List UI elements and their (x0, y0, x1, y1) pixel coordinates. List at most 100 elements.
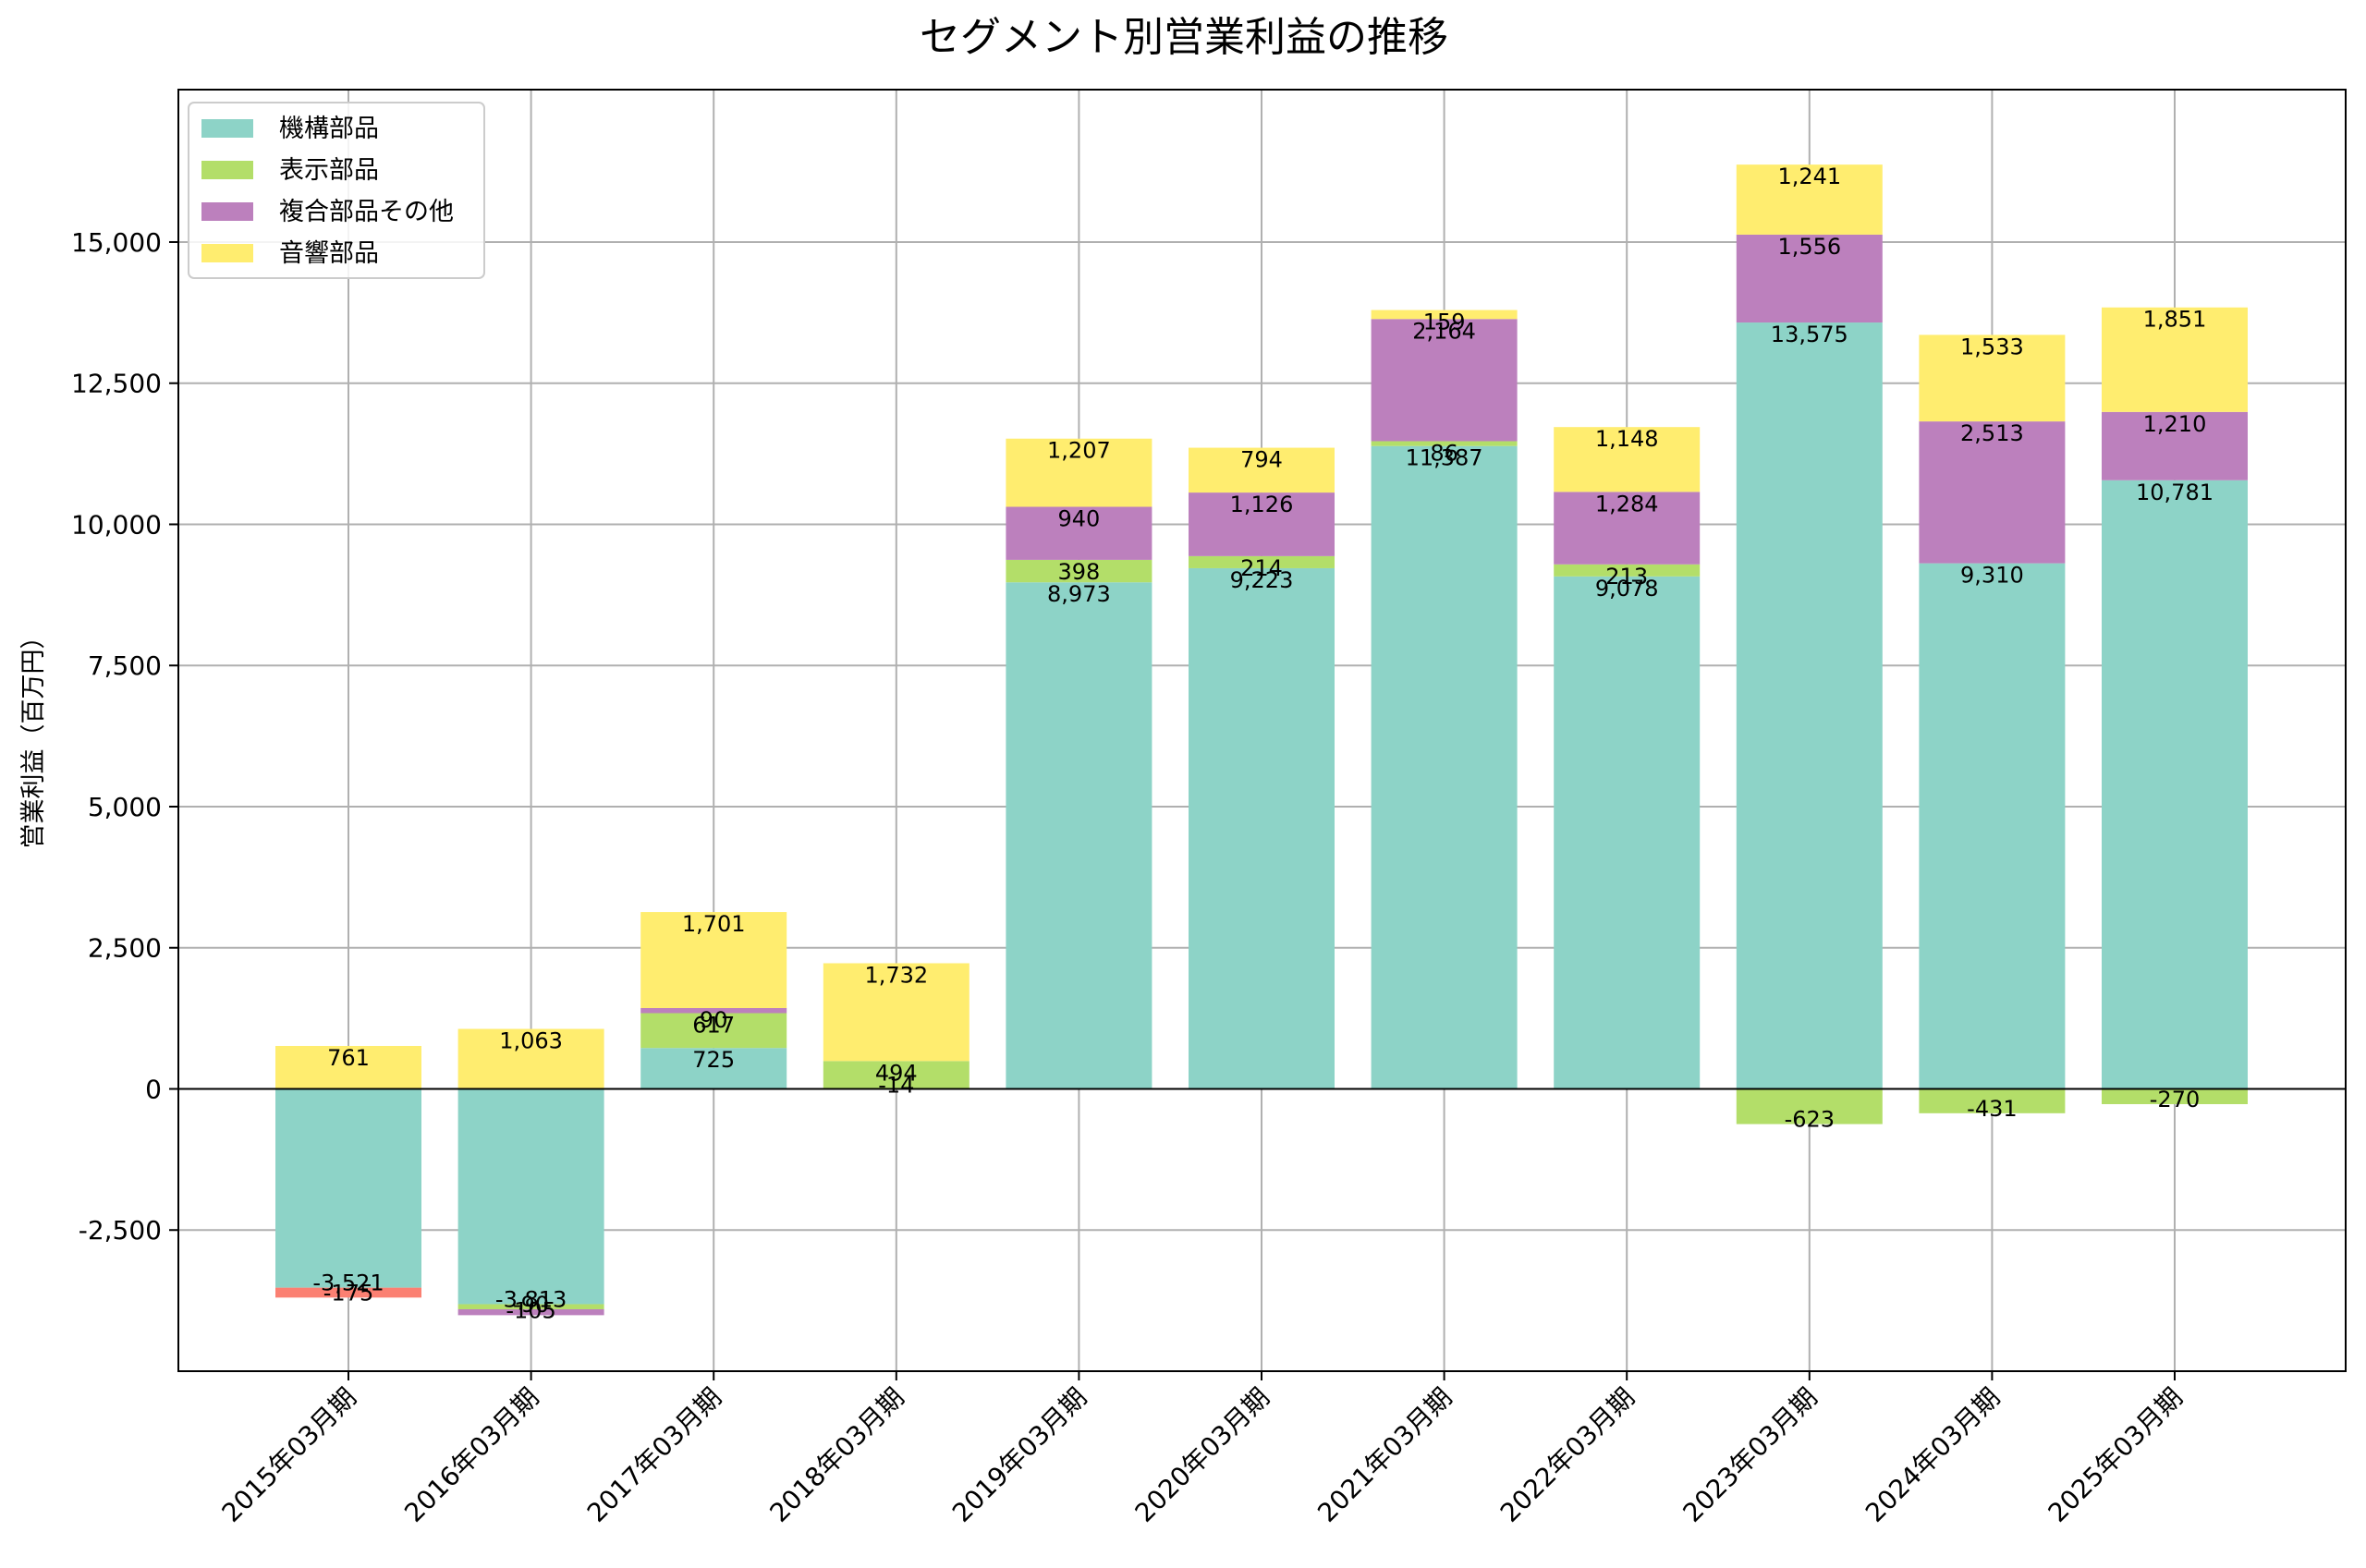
y-tick-label: 12,500 (71, 369, 162, 399)
series-0-bar (1371, 445, 1518, 1089)
series-3-label: 761 (327, 1045, 370, 1071)
x-tick-label: 2022年03月期 (1494, 1382, 1640, 1528)
y-tick-label: 7,500 (88, 650, 162, 681)
y-tick-label: 10,000 (71, 509, 162, 540)
x-tick-label: 2018年03月期 (763, 1382, 909, 1528)
series-1-label: 214 (1240, 555, 1283, 581)
series-2-label: 2,164 (1412, 318, 1476, 344)
series-3-label: 1,851 (2143, 307, 2207, 333)
legend-swatch (201, 244, 253, 262)
legend-label: 機構部品 (279, 115, 379, 143)
y-tick-label: 0 (145, 1074, 162, 1104)
series-1-bar (1371, 441, 1518, 446)
series-3-bar (1371, 310, 1518, 320)
series-0-label: 8,973 (1047, 581, 1111, 607)
series-1-bar (1006, 559, 1153, 583)
x-tick-label: 2017年03月期 (581, 1382, 727, 1528)
series-3-bar (1736, 164, 1883, 235)
x-tick-label: 2021年03月期 (1311, 1382, 1457, 1528)
series-0-bar (2102, 480, 2248, 1089)
x-tick-label: 2023年03月期 (1677, 1382, 1823, 1528)
series-2-label: -105 (506, 1297, 555, 1323)
series-1-bar (457, 1304, 604, 1309)
series-3-label: 1,148 (1595, 426, 1659, 452)
series-3-bar (2102, 307, 2248, 412)
legend-label: 音響部品 (279, 239, 379, 268)
series-0-bar (1919, 563, 2066, 1089)
legend-swatch (201, 161, 253, 179)
y-axis-label: 営業利益（百万円） (19, 625, 48, 849)
series-0-bar (457, 1088, 604, 1305)
series-0-bar (1736, 322, 1883, 1089)
series-2-label: 1,556 (1777, 234, 1841, 260)
series-2-label: 90 (700, 1007, 728, 1033)
data-labels-layer: -3,521 -3,813 725 -14 8,973 9,223 11,387 9,078 1… (312, 164, 2214, 1323)
series-0-label: 9,223 (1230, 567, 1294, 593)
series-0-bar (275, 1088, 421, 1288)
series-1-label: 494 (875, 1060, 918, 1086)
series-3-bar (1189, 447, 1335, 493)
series-1-bar (1189, 555, 1335, 568)
series-1-bar (823, 1061, 970, 1089)
series-0-label: 9,078 (1595, 576, 1659, 602)
series-3-bar (1554, 427, 1701, 492)
chart-title: セグメント別営業利益の推移 (920, 14, 1448, 61)
series-3-bar (1919, 334, 2066, 422)
series-3-label: 1,241 (1777, 164, 1841, 189)
series-1-bar (640, 1013, 787, 1049)
series-3-bar (457, 1028, 604, 1089)
series-0-bar (640, 1048, 787, 1089)
series-1-bar (1554, 564, 1701, 577)
series-2-bar (1189, 492, 1335, 556)
x-tick-label: 2016年03月期 (398, 1382, 544, 1528)
series-1-label: -270 (2150, 1087, 2200, 1112)
series-0-label: -3,813 (495, 1286, 567, 1312)
series-3-label: 1,701 (682, 911, 746, 937)
legend-swatch (201, 119, 253, 138)
series-0-label: 725 (692, 1047, 735, 1073)
series-1-label: -90 (513, 1292, 549, 1318)
y-tick-label: 2,500 (88, 933, 162, 964)
series-2-bar (640, 1007, 787, 1014)
series-3-label: 1,732 (864, 962, 928, 988)
series-2-bar (1919, 421, 2066, 564)
series-0-bar (1006, 582, 1153, 1089)
series-2-label: 1,284 (1595, 491, 1659, 517)
x-tick-label: 2020年03月期 (1129, 1382, 1275, 1528)
series-0-bar (1189, 567, 1335, 1089)
y-tick-label: -2,500 (79, 1215, 162, 1246)
series-1-bar (1919, 1088, 2066, 1113)
series-3-label: 1,063 (499, 1028, 563, 1054)
series-2-label: 940 (1057, 505, 1100, 531)
series-0-label: -14 (878, 1072, 914, 1098)
series-0-bar (1554, 576, 1701, 1089)
series-1-label: 86 (1430, 440, 1458, 466)
y-ticks-layer: -2,500 0 2,500 5,000 7,500 10,000 12,500 15,000 (71, 227, 178, 1246)
extra-segment-label: -175 (323, 1280, 373, 1306)
series-2-bar (1736, 234, 1883, 323)
series-0-label: 9,310 (1960, 563, 2024, 589)
series-1-label: -431 (1967, 1096, 2017, 1122)
series-3-label: 794 (1240, 447, 1283, 473)
series-1-label: -623 (1785, 1107, 1835, 1133)
series-3-bar (1006, 438, 1153, 507)
series-3-label: 1,533 (1960, 334, 2024, 359)
series-0-label: 10,781 (2136, 480, 2214, 505)
x-tick-label: 2015年03月期 (216, 1382, 362, 1528)
y-tick-label: 15,000 (71, 227, 162, 258)
series-3-bar (823, 963, 970, 1062)
series-2-bar (1006, 506, 1153, 560)
series-2-bar (2102, 411, 2248, 480)
series-3-bar (275, 1045, 421, 1089)
series-2-label: 1,126 (1230, 492, 1294, 517)
bars-layer (275, 164, 2248, 1316)
x-tick-label: 2019年03月期 (946, 1382, 1092, 1528)
series-3-label: 159 (1423, 310, 1466, 335)
x-tick-label: 2024年03月期 (1860, 1382, 2006, 1528)
y-tick-label: 5,000 (88, 792, 162, 822)
series-1-bar (2102, 1088, 2248, 1104)
series-1-bar (1736, 1088, 1883, 1124)
series-2-bar (457, 1308, 604, 1316)
